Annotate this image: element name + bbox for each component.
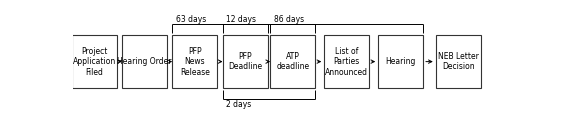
Text: PFP
Deadline: PFP Deadline bbox=[228, 52, 262, 71]
Text: 2 days: 2 days bbox=[226, 100, 252, 109]
Text: 86 days: 86 days bbox=[274, 15, 304, 24]
FancyBboxPatch shape bbox=[324, 35, 369, 88]
FancyBboxPatch shape bbox=[378, 35, 423, 88]
FancyBboxPatch shape bbox=[223, 35, 267, 88]
Text: NEB Letter
Decision: NEB Letter Decision bbox=[438, 52, 478, 71]
FancyBboxPatch shape bbox=[436, 35, 481, 88]
Text: Project
Application
Filed: Project Application Filed bbox=[72, 47, 115, 76]
Text: 63 days: 63 days bbox=[176, 15, 206, 24]
FancyBboxPatch shape bbox=[172, 35, 218, 88]
Text: ATP
deadline: ATP deadline bbox=[276, 52, 309, 71]
FancyBboxPatch shape bbox=[71, 35, 117, 88]
Text: Hearing Order: Hearing Order bbox=[117, 57, 172, 66]
FancyBboxPatch shape bbox=[122, 35, 167, 88]
FancyBboxPatch shape bbox=[270, 35, 316, 88]
Text: 12 days: 12 days bbox=[226, 15, 256, 24]
Text: PFP
News
Release: PFP News Release bbox=[180, 47, 210, 76]
Text: Hearing: Hearing bbox=[386, 57, 416, 66]
Text: List of
Parties
Announced: List of Parties Announced bbox=[325, 47, 368, 76]
